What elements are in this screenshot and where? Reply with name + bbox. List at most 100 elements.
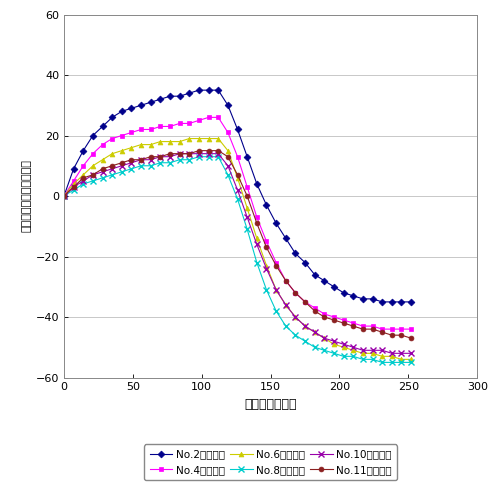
No.8（丸太） <box>186 157 192 163</box>
No.8（丸太） <box>215 154 221 160</box>
No.4（角材） <box>350 320 356 326</box>
No.8（丸太） <box>350 353 356 359</box>
No.4（角材） <box>119 133 125 138</box>
No.4（角材） <box>177 121 183 126</box>
No.8（丸太） <box>138 163 144 168</box>
No.2（角材） <box>283 235 289 241</box>
No.8（丸太） <box>408 360 414 365</box>
No.11（丸太） <box>90 172 96 178</box>
No.2（角材） <box>148 99 154 105</box>
No.6（丸太） <box>157 138 163 144</box>
No.10（丸太） <box>225 163 231 168</box>
No.11（丸太） <box>235 172 241 178</box>
No.10（丸太） <box>80 178 86 184</box>
No.11（丸太） <box>177 151 183 156</box>
No.11（丸太） <box>312 308 318 314</box>
No.11（丸太） <box>302 299 308 305</box>
No.4（角材） <box>321 311 327 317</box>
No.8（丸太） <box>340 353 346 359</box>
No.11（丸太） <box>244 193 250 199</box>
No.8（丸太） <box>71 187 77 193</box>
No.10（丸太） <box>389 350 395 356</box>
No.11（丸太） <box>340 320 346 326</box>
No.4（角材） <box>283 278 289 284</box>
No.6（丸太） <box>138 142 144 148</box>
No.11（丸太） <box>196 148 202 153</box>
No.11（丸太） <box>273 263 279 269</box>
No.10（丸太） <box>148 157 154 163</box>
No.11（丸太） <box>80 175 86 181</box>
No.10（丸太） <box>331 338 337 344</box>
No.2（角材） <box>399 299 404 305</box>
No.2（角材） <box>331 284 337 289</box>
No.6（丸太） <box>148 142 154 148</box>
No.8（丸太） <box>399 360 404 365</box>
No.11（丸太） <box>254 220 260 226</box>
No.6（丸太） <box>264 263 270 269</box>
No.6（丸太） <box>61 193 67 199</box>
No.10（丸太） <box>321 335 327 341</box>
No.4（角材） <box>235 154 241 160</box>
No.11（丸太） <box>264 244 270 250</box>
No.6（丸太） <box>389 353 395 359</box>
No.11（丸太） <box>225 154 231 160</box>
No.4（角材） <box>196 118 202 123</box>
No.10（丸太） <box>408 350 414 356</box>
No.6（丸太） <box>109 151 115 156</box>
No.2（角材） <box>235 126 241 132</box>
No.6（丸太） <box>177 138 183 144</box>
No.11（丸太） <box>138 157 144 163</box>
No.6（丸太） <box>90 163 96 168</box>
No.11（丸太） <box>157 154 163 160</box>
No.6（丸太） <box>186 136 192 141</box>
No.11（丸太） <box>206 148 212 153</box>
No.4（角材） <box>264 239 270 244</box>
Line: No.8（丸太）: No.8（丸太） <box>61 153 415 366</box>
No.10（丸太） <box>379 348 385 353</box>
No.10（丸太） <box>292 314 298 320</box>
No.4（角材） <box>215 114 221 120</box>
No.11（丸太） <box>186 151 192 156</box>
No.6（丸太） <box>196 136 202 141</box>
No.6（丸太） <box>312 329 318 335</box>
No.10（丸太） <box>71 184 77 190</box>
No.8（丸太） <box>61 193 67 199</box>
No.10（丸太） <box>109 166 115 172</box>
No.8（丸太） <box>148 163 154 168</box>
No.2（角材） <box>321 278 327 284</box>
No.6（丸太） <box>273 287 279 293</box>
No.2（角材） <box>99 123 105 129</box>
No.4（角材） <box>302 299 308 305</box>
No.10（丸太） <box>186 151 192 156</box>
No.4（角材） <box>186 121 192 126</box>
No.2（角材） <box>408 299 414 305</box>
No.4（角材） <box>206 114 212 120</box>
No.10（丸太） <box>167 154 173 160</box>
No.8（丸太） <box>283 323 289 329</box>
No.8（丸太） <box>235 196 241 202</box>
No.11（丸太） <box>369 326 375 332</box>
No.10（丸太） <box>399 350 404 356</box>
Line: No.6（丸太）: No.6（丸太） <box>62 136 414 362</box>
No.2（角材） <box>340 290 346 296</box>
No.11（丸太） <box>379 329 385 335</box>
No.8（丸太） <box>292 332 298 338</box>
No.6（丸太） <box>331 341 337 347</box>
No.2（角材） <box>80 148 86 153</box>
No.8（丸太） <box>302 338 308 344</box>
No.8（丸太） <box>225 172 231 178</box>
Line: No.2（角材）: No.2（角材） <box>62 88 414 304</box>
No.4（角材） <box>312 305 318 311</box>
No.8（丸太） <box>264 287 270 293</box>
No.6（丸太） <box>379 353 385 359</box>
No.10（丸太） <box>128 160 134 166</box>
No.8（丸太） <box>312 345 318 350</box>
No.10（丸太） <box>235 187 241 193</box>
No.6（丸太） <box>225 148 231 153</box>
No.2（角材） <box>215 87 221 93</box>
No.2（角材） <box>254 181 260 187</box>
No.10（丸太） <box>254 242 260 247</box>
No.2（角材） <box>157 96 163 102</box>
No.11（丸太） <box>71 184 77 190</box>
Line: No.4（角材）: No.4（角材） <box>62 115 414 332</box>
